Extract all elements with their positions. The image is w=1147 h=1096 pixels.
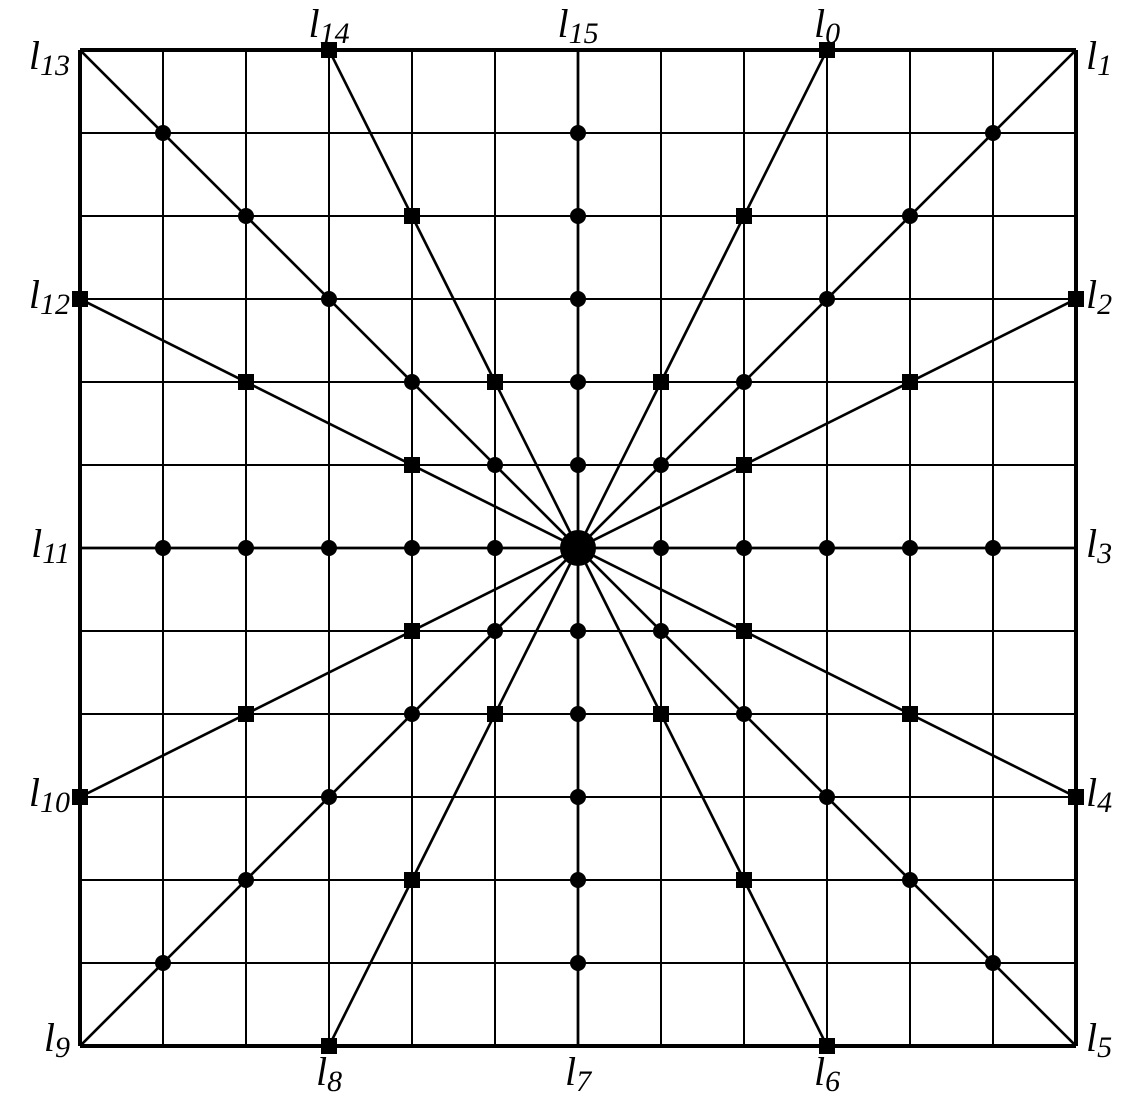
marker-circle bbox=[570, 457, 586, 473]
marker-square bbox=[238, 374, 254, 390]
label-l4: l4 bbox=[1086, 770, 1112, 819]
marker-circle bbox=[653, 623, 669, 639]
label-l15: l15 bbox=[557, 1, 598, 50]
label-l14: l14 bbox=[308, 1, 349, 50]
marker-circle bbox=[570, 789, 586, 805]
label-l3: l3 bbox=[1086, 521, 1112, 570]
marker-circle bbox=[819, 291, 835, 307]
marker-circle bbox=[321, 291, 337, 307]
marker-circle bbox=[155, 540, 171, 556]
marker-square bbox=[902, 374, 918, 390]
marker-circle bbox=[570, 872, 586, 888]
marker-circle bbox=[321, 789, 337, 805]
marker-circle bbox=[487, 540, 503, 556]
marker-circle bbox=[902, 872, 918, 888]
marker-square bbox=[404, 208, 420, 224]
label-l0: l0 bbox=[814, 1, 840, 50]
marker-circle bbox=[487, 623, 503, 639]
marker-circle bbox=[736, 540, 752, 556]
label-l11: l11 bbox=[31, 521, 70, 570]
marker-square bbox=[1068, 789, 1084, 805]
marker-square bbox=[736, 623, 752, 639]
marker-circle bbox=[819, 540, 835, 556]
marker-circle bbox=[570, 125, 586, 141]
marker-square bbox=[736, 208, 752, 224]
marker-circle bbox=[155, 125, 171, 141]
label-l7: l7 bbox=[565, 1049, 593, 1096]
marker-square bbox=[736, 457, 752, 473]
label-l9: l9 bbox=[44, 1015, 70, 1064]
marker-square bbox=[404, 457, 420, 473]
marker-circle bbox=[985, 125, 1001, 141]
marker-square bbox=[487, 706, 503, 722]
marker-circle bbox=[985, 955, 1001, 971]
marker-circle bbox=[570, 208, 586, 224]
marker-circle bbox=[736, 374, 752, 390]
marker-circle bbox=[570, 706, 586, 722]
center-dot bbox=[560, 530, 596, 566]
marker-square bbox=[902, 706, 918, 722]
marker-circle bbox=[570, 291, 586, 307]
marker-circle bbox=[155, 955, 171, 971]
label-l10: l10 bbox=[29, 770, 70, 819]
label-l12: l12 bbox=[29, 272, 70, 321]
marker-circle bbox=[487, 457, 503, 473]
marker-square bbox=[404, 872, 420, 888]
center-point bbox=[560, 530, 596, 566]
marker-circle bbox=[902, 208, 918, 224]
marker-circle bbox=[238, 872, 254, 888]
marker-square bbox=[653, 706, 669, 722]
marker-circle bbox=[321, 540, 337, 556]
marker-square bbox=[404, 623, 420, 639]
marker-circle bbox=[238, 540, 254, 556]
marker-square bbox=[736, 872, 752, 888]
label-l1: l1 bbox=[1086, 33, 1112, 82]
label-l6: l6 bbox=[814, 1049, 840, 1096]
label-l8: l8 bbox=[316, 1049, 342, 1096]
marker-circle bbox=[570, 623, 586, 639]
marker-circle bbox=[653, 540, 669, 556]
marker-circle bbox=[653, 457, 669, 473]
marker-circle bbox=[404, 374, 420, 390]
label-l5: l5 bbox=[1086, 1015, 1112, 1064]
marker-square bbox=[238, 706, 254, 722]
marker-circle bbox=[736, 706, 752, 722]
marker-square bbox=[487, 374, 503, 390]
radial-grid-diagram: l0 l1 l2 l3 l4 l5 l6 l7 l8 l9 l10 l11 l12 l13 l14 l15 bbox=[0, 0, 1147, 1096]
marker-circle bbox=[404, 706, 420, 722]
marker-square bbox=[1068, 291, 1084, 307]
marker-circle bbox=[570, 374, 586, 390]
label-l13: l13 bbox=[29, 33, 70, 82]
marker-circle bbox=[985, 540, 1001, 556]
marker-circle bbox=[238, 208, 254, 224]
label-l2: l2 bbox=[1086, 272, 1112, 321]
marker-circle bbox=[819, 789, 835, 805]
marker-circle bbox=[570, 955, 586, 971]
marker-square bbox=[72, 789, 88, 805]
marker-square bbox=[653, 374, 669, 390]
marker-circle bbox=[902, 540, 918, 556]
marker-square bbox=[72, 291, 88, 307]
marker-circle bbox=[404, 540, 420, 556]
